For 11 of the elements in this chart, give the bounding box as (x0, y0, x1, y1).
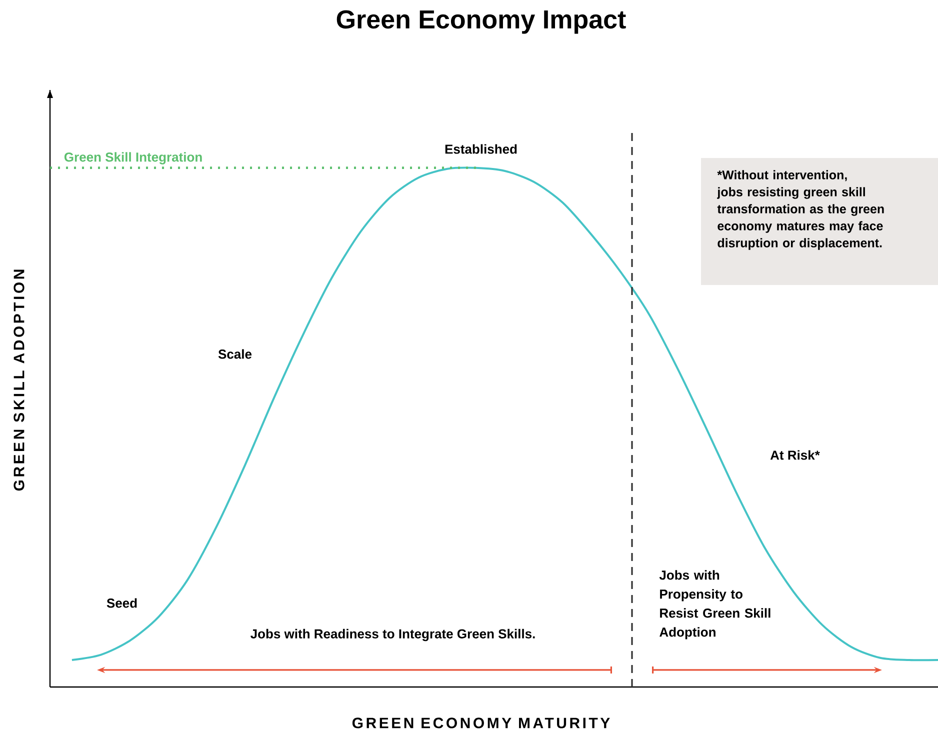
annotation: At Risk* (770, 450, 820, 460)
ref-line-label: Green Skill Integration (64, 152, 202, 164)
annotation: *Without intervention, jobs resisting green skill transformation as the green economy matures may face disruption or displacement. (717, 170, 884, 250)
annotation: Jobs with Propensity to Resist Green Skill Adoption (659, 570, 770, 640)
annotation: Scale (218, 349, 252, 359)
annotation: Jobs with Readiness to Integrate Green Skills. (250, 628, 535, 642)
text: Established (445, 144, 517, 154)
y-axis-title: GREEN SKILL ADOPTION (14, 270, 24, 491)
chart-title: Green Economy Impact (336, 10, 626, 34)
x-axis-title: GREEN ECONOMY MATURITY (352, 718, 610, 728)
annotation: Seed (106, 598, 137, 608)
